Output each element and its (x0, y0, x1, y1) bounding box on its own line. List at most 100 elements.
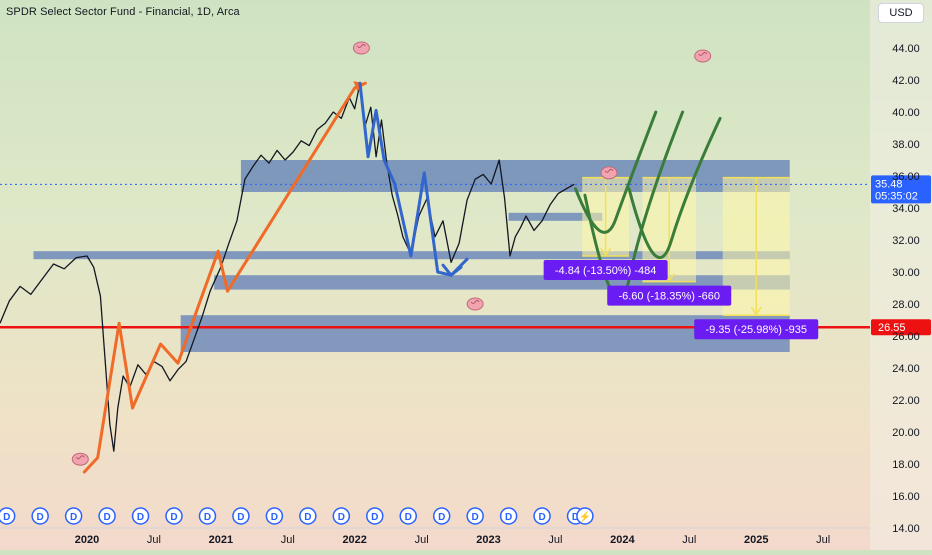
price-tick-label: 28.00 (892, 299, 920, 311)
dividend-letter: D (505, 512, 512, 523)
price-tick-label: 16.00 (892, 491, 920, 503)
dividend-marker[interactable]: D (232, 507, 250, 525)
dividend-marker[interactable]: D (299, 507, 317, 525)
dividend-marker[interactable]: D (98, 507, 116, 525)
earnings-circle (576, 507, 594, 525)
dividend-circle (198, 507, 217, 525)
price-tick-label: 14.00 (892, 523, 920, 535)
brain-fold (698, 52, 708, 56)
dividend-letter: D (204, 512, 211, 523)
orange-wave-path (82, 81, 367, 474)
price-tick-label: 30.00 (892, 267, 920, 279)
brain-shape (694, 49, 712, 63)
dividend-letter: D (103, 512, 110, 523)
time-tick-label: Jul (281, 534, 295, 546)
brain-icon[interactable] (694, 49, 712, 63)
price-axis-panel (870, 0, 932, 550)
dividend-marker[interactable]: D (0, 507, 16, 525)
measure-label: -6.60 (-18.35%) -660 (607, 285, 732, 306)
dividend-marker[interactable]: D (265, 507, 284, 525)
price-tick-label: 36.00 (892, 171, 920, 183)
dividend-circle (265, 507, 284, 525)
brain-icon[interactable] (466, 297, 484, 311)
dividend-letter: D (304, 512, 311, 523)
measure-arrow-head (750, 306, 762, 316)
time-tick-label: 2023 (476, 534, 500, 546)
dividend-circle (332, 507, 351, 525)
dividend-circle (533, 507, 551, 525)
currency-button[interactable]: USD (878, 3, 924, 23)
dividend-circle (366, 507, 384, 525)
time-tick-label: Jul (548, 534, 562, 546)
dividend-circle (499, 507, 518, 525)
price-tick-label: 18.00 (892, 459, 920, 471)
time-tick-label: 2020 (75, 534, 99, 546)
dividend-marker[interactable]: D (64, 507, 83, 525)
dividend-letter: D (472, 512, 479, 523)
support-zone (180, 315, 790, 352)
brain-icon[interactable] (71, 452, 89, 466)
dividend-marker[interactable]: D (31, 507, 49, 525)
earnings-marker[interactable]: ⚡ (576, 507, 594, 525)
time-tick-label: 2025 (744, 534, 768, 546)
support-zone (508, 212, 603, 221)
red-level-tag: 26.55 (871, 319, 931, 336)
green-projection-path (627, 116, 722, 260)
brain-fold (470, 300, 480, 304)
time-tick-label: Jul (147, 534, 161, 546)
dividend-marker[interactable]: D (499, 507, 518, 525)
price-tick-label: 34.00 (892, 203, 920, 215)
red-level-box (871, 319, 931, 336)
dividend-letter: D (137, 512, 144, 523)
price-tick-label: 38.00 (892, 139, 920, 151)
measure-label: -4.84 (-13.50%) -484 (543, 260, 668, 280)
dividend-marker[interactable]: D (131, 507, 150, 525)
measure-label: -9.35 (-25.98%) -935 (694, 319, 819, 340)
brain-icon[interactable] (352, 41, 370, 55)
price-tick-label: 44.00 (892, 43, 920, 55)
dividend-circle (466, 507, 484, 525)
brain-shape (71, 452, 89, 466)
time-tick-label: Jul (816, 534, 830, 546)
price-tick-label: 22.00 (892, 395, 920, 407)
price-tick-label: 24.00 (892, 363, 920, 375)
dividend-letter: D (371, 512, 378, 523)
time-tick-label: Jul (682, 534, 696, 546)
support-zone (240, 160, 790, 192)
dividend-circle (432, 507, 451, 525)
dividend-circle (165, 507, 183, 525)
brain-shape (352, 41, 370, 55)
dividend-letter: D (438, 512, 445, 523)
dividend-circle (299, 507, 317, 525)
price-series-line (0, 82, 575, 452)
brain-shape (600, 166, 618, 180)
dividend-marker[interactable]: D (332, 507, 351, 525)
chart-title: SPDR Select Sector Fund - Financial, 1D,… (6, 6, 240, 18)
dividend-marker[interactable]: D (432, 507, 451, 525)
brain-icon[interactable] (600, 166, 618, 180)
dividend-letter: D (3, 512, 10, 523)
brain-fold (75, 455, 85, 460)
dividend-marker[interactable]: D (466, 507, 484, 525)
dividend-circle (131, 507, 150, 525)
dividend-marker[interactable]: D (366, 507, 384, 525)
price-tick-label: 32.00 (892, 235, 920, 247)
dividend-letter: D (170, 512, 177, 523)
dividend-marker[interactable]: D (165, 507, 183, 525)
price-tick-label: 42.00 (892, 75, 920, 87)
measure-label-text: -9.35 (-25.98%) -935 (705, 324, 807, 336)
brain-fold (604, 168, 614, 173)
time-tick-label: 2024 (610, 534, 635, 546)
brain-fold (356, 44, 366, 48)
blue-arrow-head (441, 263, 463, 278)
measure-label-box (543, 260, 668, 280)
blue-wave-path (358, 81, 469, 277)
measure-label-text: -6.60 (-18.35%) -660 (618, 291, 720, 303)
dividend-marker[interactable]: D (399, 507, 417, 525)
dividend-marker[interactable]: D (198, 507, 217, 525)
red-level-value: 26.55 (878, 322, 906, 334)
dividend-marker[interactable]: D (533, 507, 551, 525)
